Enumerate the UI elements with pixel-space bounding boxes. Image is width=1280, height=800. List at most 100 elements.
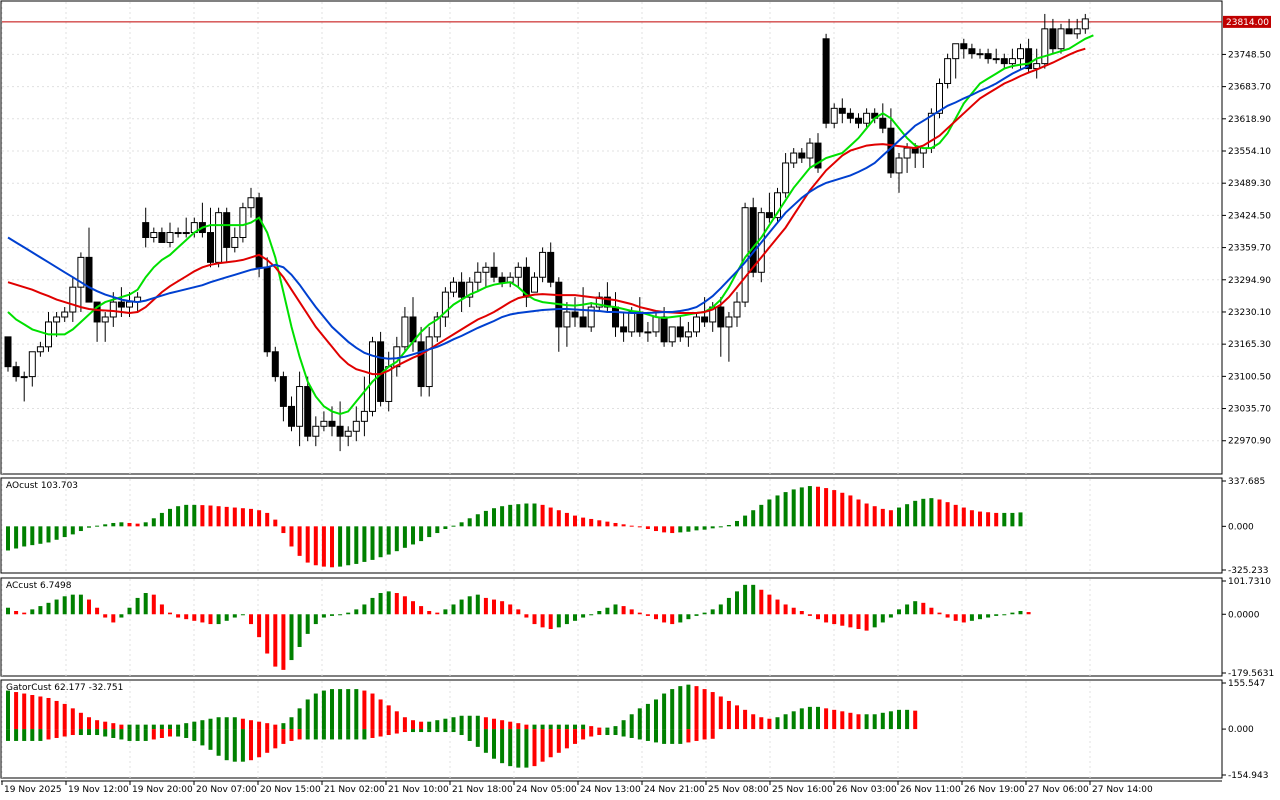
gator-lower-bar	[589, 729, 594, 737]
ac-bar	[87, 599, 91, 615]
gator-upper-bar	[378, 699, 383, 730]
ao-bar	[969, 510, 974, 527]
ao-bar	[540, 504, 545, 527]
gator-panel[interactable]: GatorCust 62.177 -32.751 155.547 0.000 -154…	[0, 679, 1268, 781]
bear-candle	[158, 232, 166, 243]
ao-bar	[386, 526, 391, 555]
gator-lower-bar	[330, 729, 334, 740]
gator-lower-bar	[273, 729, 278, 749]
x-tick-label: 20 Nov 07:00	[196, 785, 257, 795]
gator-lower-bar	[78, 729, 83, 736]
ac-bar	[135, 597, 140, 615]
alligator-teeth-line	[7, 47, 1086, 376]
y-tick-label: 23294.90	[1228, 276, 1271, 286]
ac-bar	[629, 609, 634, 615]
y-tick-label: -154.943	[1228, 771, 1268, 781]
ao-bar	[1018, 512, 1023, 527]
gator-upper-bar	[905, 709, 910, 730]
bull-candle	[239, 207, 247, 238]
bear-candle	[660, 316, 668, 343]
gator-upper-bar	[589, 726, 594, 730]
ao-bar	[961, 507, 966, 527]
gator-upper-bar	[200, 720, 205, 730]
ao-bar	[240, 508, 245, 527]
ao-bar	[751, 510, 756, 527]
ao-bar	[816, 486, 820, 527]
ac-bar	[799, 611, 804, 615]
ao-bar	[726, 524, 731, 527]
gator-upper-bar	[143, 724, 148, 730]
ao-bar	[232, 507, 237, 527]
ac-bar	[621, 606, 626, 615]
ac-bar	[103, 614, 108, 618]
ao-bar	[848, 495, 853, 527]
ac-panel[interactable]: ACcust 6.7498 101.7310 0.0000 -179.5631	[0, 577, 1274, 679]
x-tick-label: 27 Nov 14:00	[1092, 785, 1153, 795]
y-tick-label: -325.233	[1228, 566, 1268, 576]
ao-bar	[216, 506, 221, 527]
price-panel[interactable]: 23748.50 23683.70 23618.90 23554.10 23489.30…	[0, 0, 1271, 475]
ac-bar	[548, 614, 553, 629]
bear-candle	[1065, 28, 1073, 35]
ao-bar	[945, 502, 950, 527]
bull-candle	[1008, 58, 1016, 65]
ac-bar	[645, 614, 650, 616]
current-price-tag	[1223, 15, 1271, 28]
gator-upper-bar	[508, 721, 513, 730]
gator-upper-bar	[273, 724, 278, 730]
ac-bar	[38, 606, 43, 615]
gator-upper-bar	[419, 721, 424, 730]
ao-bar	[224, 506, 229, 527]
ac-bar	[46, 602, 51, 615]
ao-bar	[14, 526, 19, 549]
bear-candle	[571, 311, 579, 318]
ao-bar	[257, 510, 262, 527]
ao-bar	[994, 512, 999, 527]
ao-bar	[645, 526, 650, 530]
ao-bar	[475, 514, 480, 527]
bear-candle	[676, 326, 684, 338]
bear-candle	[223, 212, 231, 248]
gator-lower-bar	[184, 729, 189, 738]
bear-candle	[968, 48, 976, 55]
gator-upper-bar	[78, 712, 83, 730]
ao-bar	[62, 526, 67, 538]
ao-bar	[127, 522, 132, 527]
ao-bar	[921, 498, 926, 527]
gator-lower-bar	[249, 729, 253, 761]
x-tick-label: 26 Nov 03:00	[836, 785, 897, 795]
gator-upper-bar	[119, 724, 124, 730]
ao-bar	[872, 506, 877, 527]
ao-bar	[880, 508, 885, 527]
gator-upper-bar	[87, 717, 91, 730]
bear-candle	[814, 142, 822, 169]
gator-upper-bar	[451, 717, 456, 730]
gator-lower-bar	[581, 729, 586, 740]
ao-bar	[986, 512, 991, 527]
ao-bar	[402, 526, 407, 548]
bull-candle	[53, 316, 61, 323]
ac-bar	[767, 594, 772, 615]
bear-candle	[498, 276, 506, 283]
ac-bar	[613, 604, 618, 615]
bear-candle	[1049, 28, 1057, 50]
ao-panel[interactable]: AOcust 103.703 337.685 0.000 -325.233	[0, 477, 1268, 576]
gator-lower-bar	[281, 729, 286, 744]
ao-bar	[581, 517, 586, 527]
bull-candle	[215, 212, 223, 263]
ac-bar	[524, 614, 529, 618]
bull-candle	[1057, 28, 1065, 50]
x-tick-label: 24 Nov 13:00	[580, 785, 641, 795]
gator-lower-bar	[87, 729, 91, 736]
ac-bar	[913, 601, 918, 615]
bull-candle	[352, 420, 360, 432]
gator-lower-bar	[192, 729, 197, 741]
ac-bar	[249, 614, 253, 625]
gator-upper-bar	[475, 715, 480, 730]
x-tick-label: 25 Nov 08:00	[708, 785, 769, 795]
ao-bar	[330, 526, 334, 568]
ac-bar	[516, 609, 521, 615]
bull-candle	[830, 107, 838, 124]
ac-bar	[897, 609, 901, 615]
